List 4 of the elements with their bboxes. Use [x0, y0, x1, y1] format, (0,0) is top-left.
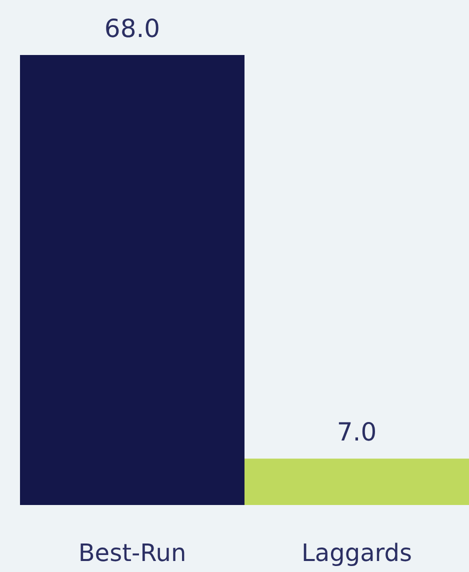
x-tick-label: Best-Run: [78, 539, 186, 567]
data-label: 7.0: [336, 418, 377, 447]
x-tick-label: Laggards: [302, 539, 412, 567]
data-label: 68.0: [104, 14, 160, 43]
